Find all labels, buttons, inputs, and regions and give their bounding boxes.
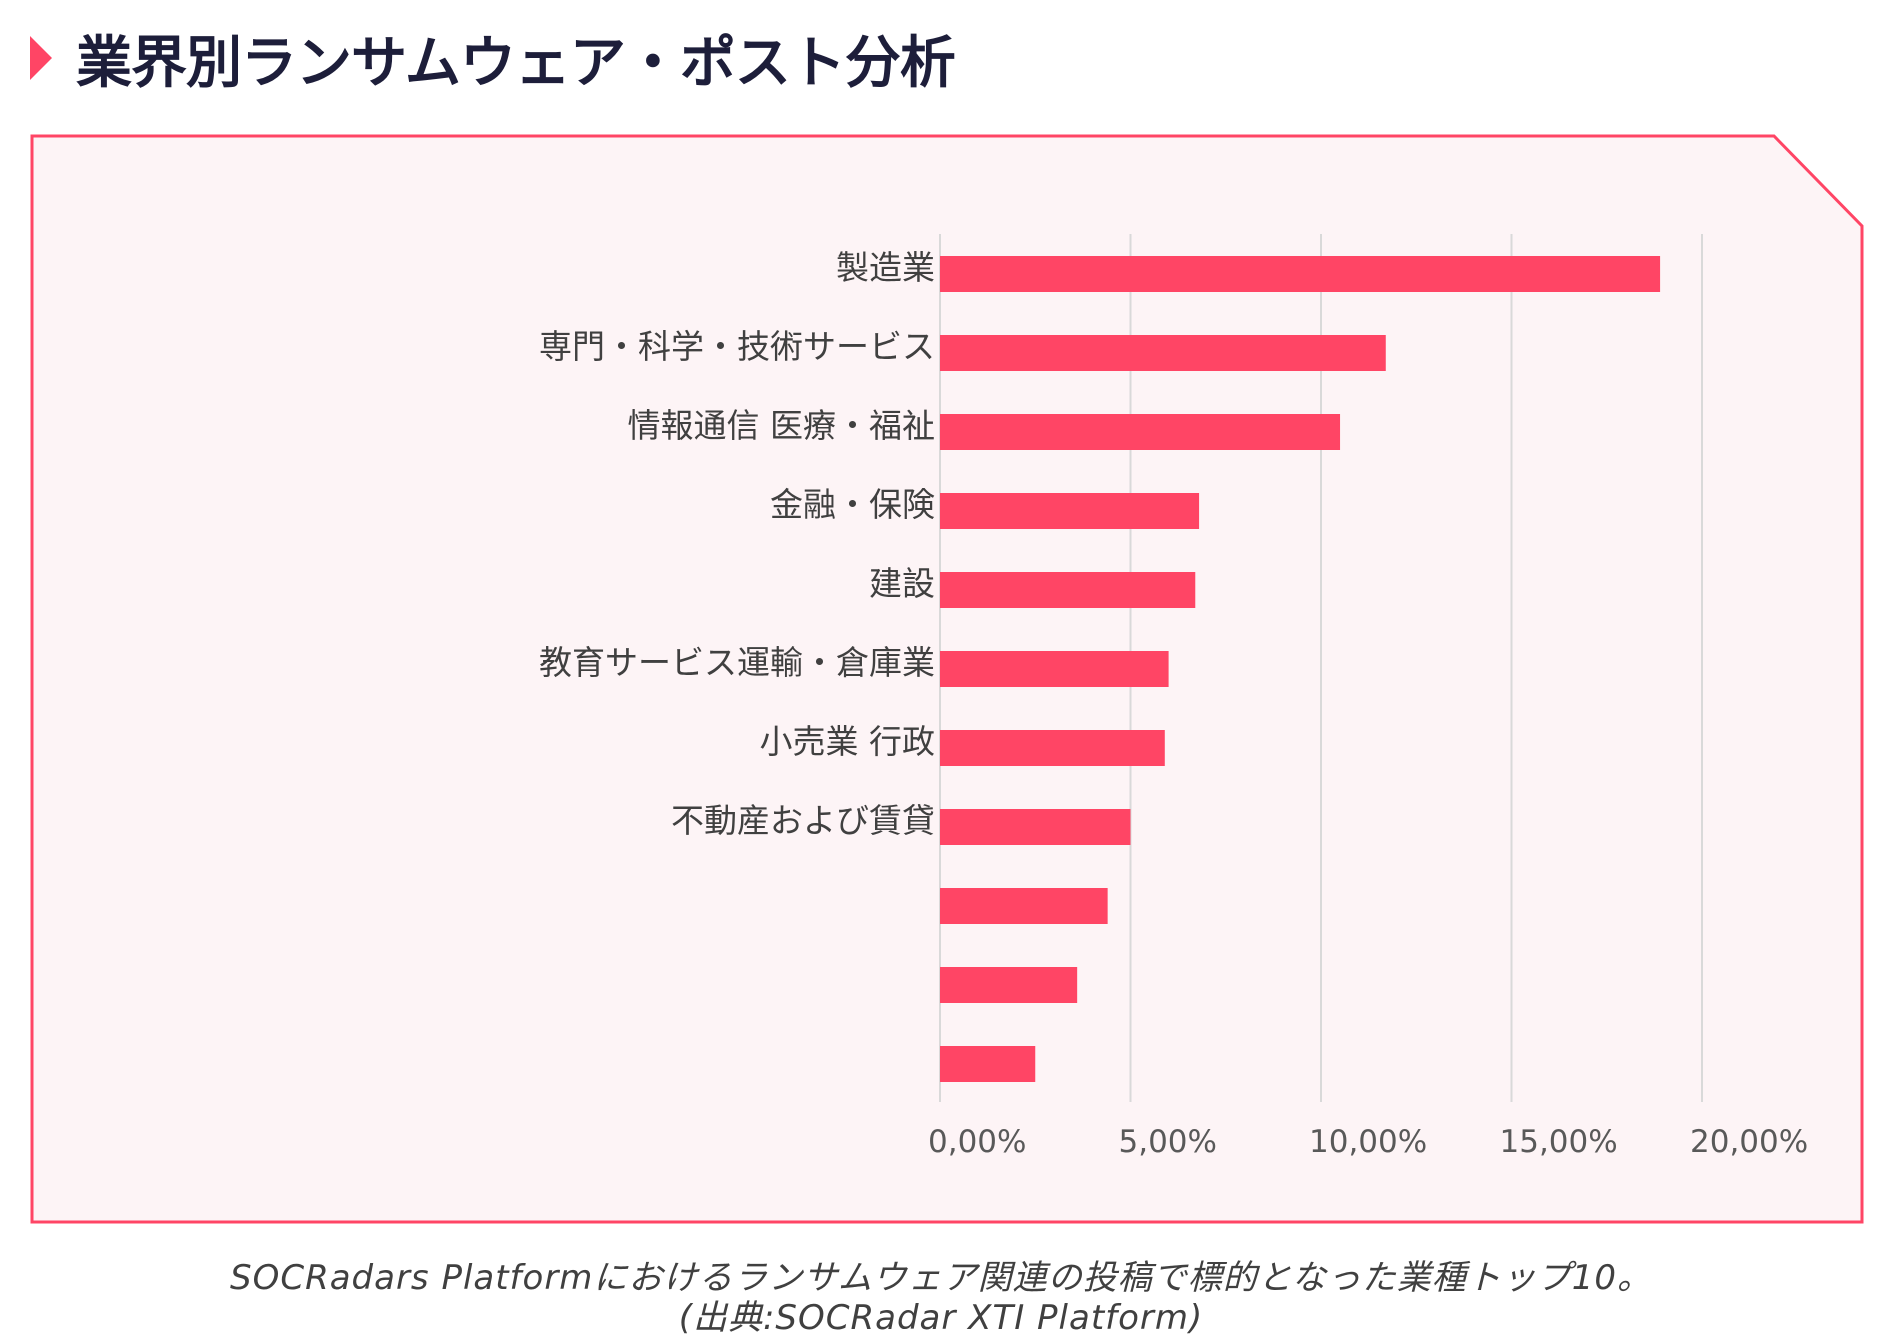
category-label: 小売業 行政 [759,722,936,761]
bar-8 [940,888,1108,924]
bar-chart [30,134,1864,1224]
page-title: 業界別ランサムウェア・ポスト分析 [76,30,956,96]
bar-10 [940,1046,1036,1082]
bar-5 [940,651,1169,687]
x-tick-label: 10,00% [1309,1124,1428,1160]
category-label: 情報通信 医療・福祉 [627,406,936,445]
x-tick-label: 15,00% [1499,1124,1618,1160]
bar-6 [940,730,1165,766]
bar-9 [940,967,1078,1003]
caption-line-2: (出典:SOCRadar XTI Platform) [678,1298,1204,1338]
chart-panel: 0,00% 5,00% 10,00% 15,00% 20,00% 製造業専門・科学・技術サ… [30,134,1864,1224]
category-label: 専門・科学・技術サービス [539,327,935,366]
bar-4 [940,572,1196,608]
caption-line-1: SOCRadars Platformにおけるランサムウェア関連の投稿で標的となっ… [229,1258,1652,1298]
category-label: 建設 [869,564,935,603]
category-label: 製造業 [836,248,935,287]
x-tick-label: 20,00% [1690,1124,1809,1160]
category-label: 不動産および賃貸 [671,801,935,840]
category-label: 教育サービス運輸・倉庫業 [539,643,935,682]
bar-2 [940,414,1341,450]
category-label: 金融・保険 [770,485,935,524]
page-title-row: 業界別ランサムウェア・ポスト分析 [30,18,956,98]
bar-3 [940,493,1200,529]
x-tick-label: 0,00% [928,1124,1027,1160]
bar-7 [940,809,1131,845]
bar-1 [940,335,1386,371]
bar-0 [940,256,1661,292]
title-marker-icon [30,36,52,80]
x-tick-label: 5,00% [1118,1124,1217,1160]
